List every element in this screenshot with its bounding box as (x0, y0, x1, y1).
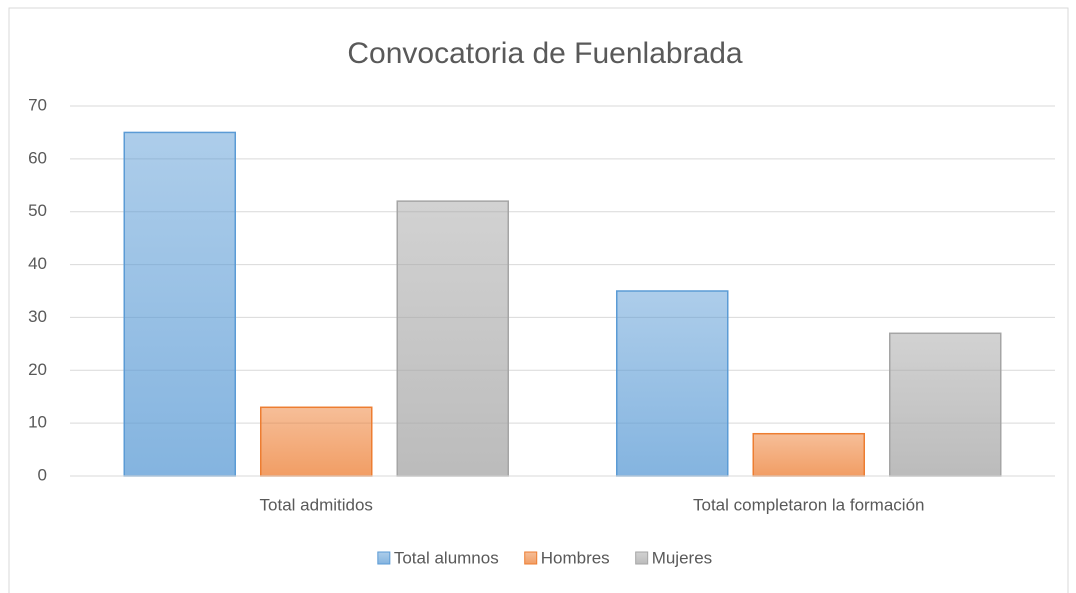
x-tick-label: Total admitidos (260, 495, 373, 514)
legend-swatch (377, 551, 391, 565)
legend-label: Total alumnos (394, 548, 499, 567)
legend-swatch (524, 551, 538, 565)
bar (752, 432, 865, 477)
legend-label: Hombres (541, 548, 610, 567)
y-tick-label: 20 (28, 360, 47, 379)
legend-label: Mujeres (652, 548, 712, 567)
y-tick-label: 60 (28, 148, 47, 167)
x-tick-label: Total completaron la formación (693, 495, 925, 514)
y-tick-label: 10 (28, 413, 47, 432)
y-tick-label: 50 (28, 201, 47, 220)
bar (889, 332, 1002, 477)
bar (616, 290, 729, 477)
y-tick-label: 0 (38, 465, 47, 484)
legend-swatch (635, 551, 649, 565)
bar (123, 131, 236, 477)
bar (260, 406, 373, 477)
y-tick-label: 70 (28, 95, 47, 114)
y-tick-label: 40 (28, 254, 47, 273)
bar (396, 200, 509, 477)
y-tick-label: 30 (28, 307, 47, 326)
chart-title: Convocatoria de Fuenlabrada (347, 37, 743, 70)
